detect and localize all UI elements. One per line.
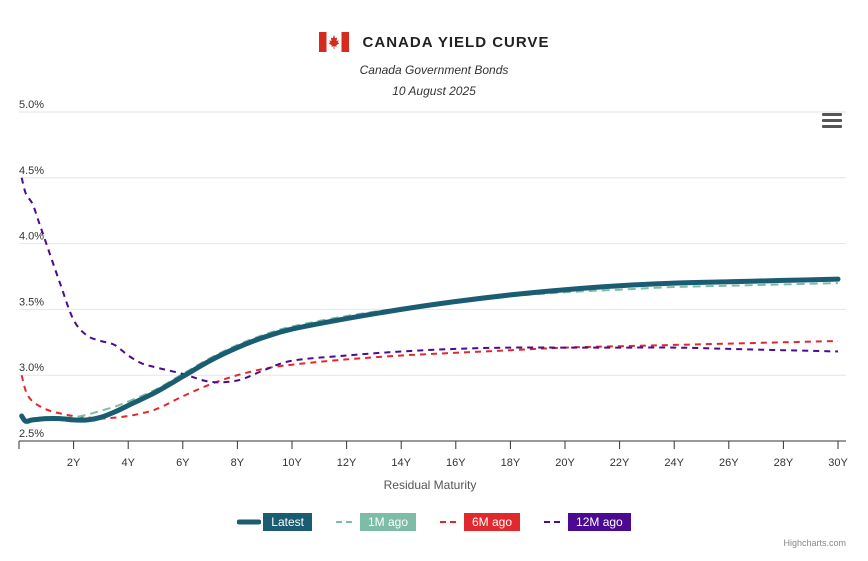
series-lines: [19, 177, 841, 424]
x-tick-label: 12Y: [337, 457, 357, 469]
hamburger-menu-icon[interactable]: [822, 113, 842, 129]
x-axis-title: Residual Maturity: [384, 478, 477, 492]
y-tick-label: 4.0%: [19, 231, 44, 243]
credits-link[interactable]: Highcharts.com: [783, 538, 846, 548]
legend-item-1m-ago[interactable]: 1M ago: [334, 513, 416, 531]
x-tick-label: 18Y: [501, 457, 521, 469]
x-tick-label: 20Y: [555, 457, 575, 469]
x-tick-label: 8Y: [231, 457, 245, 469]
x-tick-label: 30Y: [828, 457, 848, 469]
legend-item-latest[interactable]: Latest: [237, 513, 312, 531]
legend-label: Latest: [263, 513, 312, 531]
legend-symbol: [237, 519, 262, 525]
legend-item-6m-ago[interactable]: 6M ago: [438, 513, 521, 531]
x-tick-label: 24Y: [664, 457, 684, 469]
legend-label: 12M ago: [568, 513, 631, 531]
y-tick-label: 3.0%: [19, 362, 44, 374]
chart-legend: Latest 1M ago 6M ago 12M ago: [0, 513, 868, 531]
x-axis: 2Y 4Y 6Y 8Y 10Y 12Y 14Y 16Y 18Y 20Y 22Y 24Y 26Y 28Y 30…: [18, 440, 848, 469]
legend-item-12m-ago[interactable]: 12M ago: [542, 513, 631, 531]
grid-lines: [19, 111, 846, 376]
x-tick-label: 26Y: [719, 457, 739, 469]
series-line-12m-ago[interactable]: [20, 177, 839, 384]
series-line-6m-ago[interactable]: [20, 340, 839, 420]
x-tick-label: 10Y: [282, 457, 302, 469]
x-tick-label: 16Y: [446, 457, 466, 469]
legend-symbol: [544, 521, 565, 523]
y-axis-labels: 2.5% 3.0% 3.5% 4.0% 4.5% 5.0%: [19, 99, 44, 440]
y-tick-label: 3.5%: [19, 296, 44, 308]
x-tick-label: 4Y: [121, 457, 135, 469]
x-tick-label: 14Y: [391, 457, 411, 469]
x-tick-label: 2Y: [67, 457, 81, 469]
y-tick-label: 5.0%: [19, 99, 44, 111]
legend-symbol: [335, 521, 356, 523]
legend-label: 1M ago: [359, 513, 416, 531]
series-line-latest[interactable]: [19, 276, 841, 424]
y-tick-label: 4.5%: [19, 165, 44, 177]
chart-title: CANADA YIELD CURVE: [362, 33, 550, 51]
y-tick-label: 2.5%: [19, 428, 44, 440]
x-tick-label: 22Y: [610, 457, 630, 469]
x-tick-label: 6Y: [176, 457, 190, 469]
chart-subtitle: Canada Government Bonds: [359, 63, 509, 77]
chart-date: 10 August 2025: [392, 84, 476, 98]
x-tick-label: 28Y: [774, 457, 794, 469]
canada-flag-icon: [318, 32, 349, 52]
chart-header: CANADA YIELD CURVE: [0, 32, 868, 57]
legend-label: 6M ago: [464, 513, 521, 531]
legend-symbol: [440, 521, 460, 523]
